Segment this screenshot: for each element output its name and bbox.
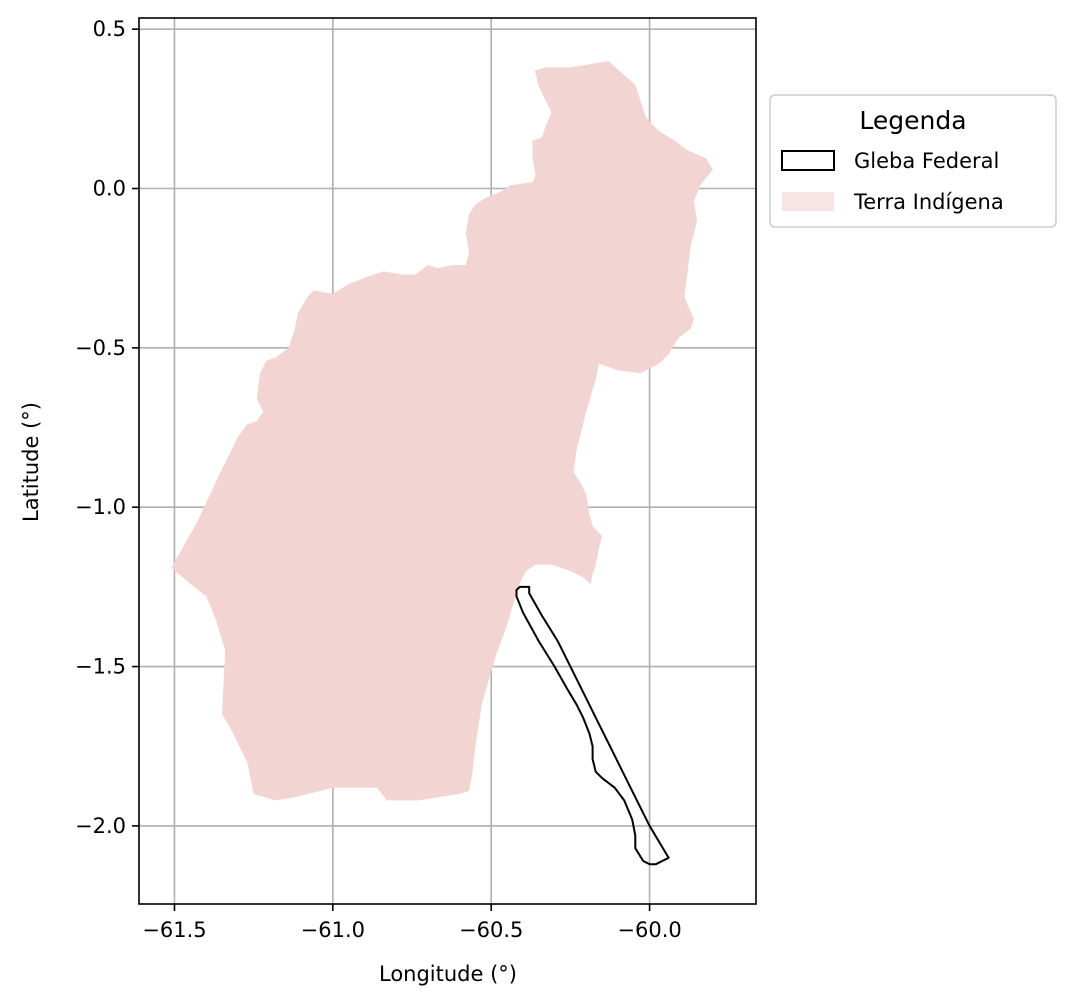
y-tick-label: −2.0 <box>75 814 126 838</box>
terra-indigena-polygon <box>171 61 713 801</box>
legend: Legenda Gleba Federal Terra Indígena <box>769 94 1057 228</box>
y-tick-label: 0.5 <box>93 17 126 41</box>
y-axis-title: Latitude (°) <box>19 402 43 522</box>
axis-ticks: −61.5 −61.0 −60.5 −60.0 0.5 0.0 −0.5 −1.0 −1.5 −2… <box>75 17 682 942</box>
legend-frame <box>769 94 1057 228</box>
x-tick-label: −61.0 <box>301 918 365 942</box>
gleba-federal-outline <box>515 585 670 866</box>
legend-label-gleba-federal: Gleba Federal <box>854 149 999 173</box>
legend-label-terra-indigena: Terra Indígena <box>853 190 1004 214</box>
y-tick-label: −1.0 <box>75 495 126 519</box>
x-tick-label: −61.5 <box>142 918 206 942</box>
legend-title: Legenda <box>859 106 966 135</box>
legend-swatch-gleba-federal <box>781 150 835 171</box>
x-tick-label: −60.5 <box>459 918 523 942</box>
y-tick-label: −0.5 <box>75 336 126 360</box>
x-axis-title: Longitude (°) <box>379 962 517 986</box>
x-tick-label: −60.0 <box>617 918 681 942</box>
legend-swatch-terra-indigena <box>782 192 834 211</box>
plot-frame <box>138 17 757 905</box>
y-tick-label: 0.0 <box>93 177 126 201</box>
map-layers <box>171 61 713 866</box>
y-tick-label: −1.5 <box>75 655 126 679</box>
